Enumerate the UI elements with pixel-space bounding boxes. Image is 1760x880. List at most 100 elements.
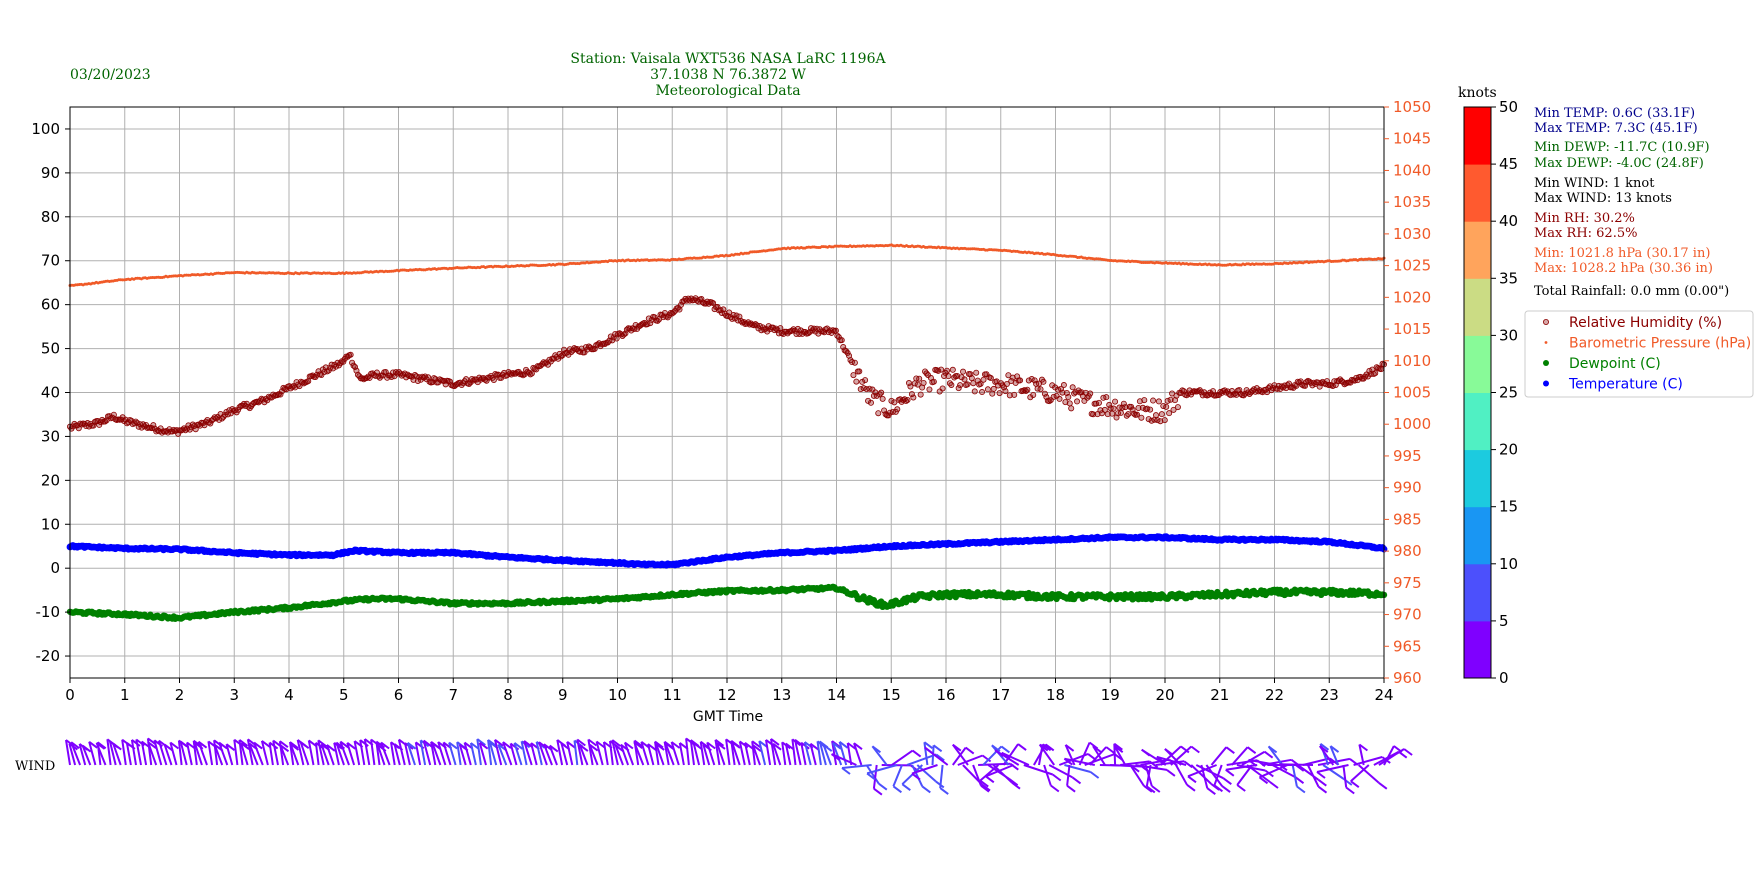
wind-barb-flag [1236, 784, 1246, 792]
data-point [908, 391, 915, 398]
right-tick-label: 965 [1393, 637, 1422, 655]
data-point [977, 380, 984, 387]
wind-barb-flag [1206, 787, 1216, 796]
data-point [1163, 403, 1170, 410]
wind-barb [872, 764, 878, 789]
colorbar-tick-label: 35 [1499, 269, 1518, 287]
data-point [490, 376, 497, 383]
data-point [1150, 397, 1157, 404]
data-point [1109, 410, 1116, 417]
wind-barb [1342, 764, 1348, 788]
stat-max-temp: Max TEMP: 7.3C (45.1F) [1534, 121, 1698, 136]
data-point [957, 382, 964, 389]
data-point [1161, 417, 1168, 424]
wind-label: WIND [15, 759, 55, 774]
stat-min-dewp: Min DEWP: -11.7C (10.9F) [1534, 140, 1710, 155]
colorbar-tick-label: 25 [1499, 384, 1518, 402]
data-point [1138, 414, 1145, 421]
x-tick-label: 8 [503, 686, 513, 704]
data-point [277, 391, 284, 398]
wind-barb [939, 764, 944, 789]
right-tick-label: 1050 [1393, 98, 1431, 116]
wind-barb-flag [911, 749, 922, 758]
left-tick-label: -10 [36, 603, 61, 621]
data-point [1011, 391, 1018, 398]
wind-barb-flag [1296, 785, 1306, 794]
data-point [990, 385, 997, 392]
wind-barb-flag [1317, 778, 1327, 787]
data-point [349, 359, 356, 366]
x-tick-label: 18 [1046, 686, 1065, 704]
data-point [74, 422, 81, 429]
data-point [156, 428, 163, 435]
right-tick-label: 1005 [1393, 384, 1431, 402]
wind-barb-flag [1317, 785, 1328, 794]
legend-label: Barometric Pressure (hPa) [1569, 336, 1751, 352]
data-point [647, 320, 654, 327]
colorbar-tick-label: 10 [1499, 555, 1518, 573]
wind-barb-flag [1403, 748, 1413, 756]
data-point [1106, 401, 1113, 408]
data-point [1101, 406, 1108, 413]
data-point [920, 379, 927, 386]
right-tick-label: 1030 [1393, 225, 1431, 243]
wind-barb-flag [1186, 783, 1196, 792]
wind-barb-flag [965, 746, 975, 755]
data-point [1005, 372, 1012, 379]
data-point [1025, 377, 1032, 384]
wind-barb-flag [1017, 743, 1027, 751]
data-point [1166, 410, 1173, 417]
data-point [853, 378, 860, 385]
wind-barb-flag [1263, 750, 1274, 759]
right-tick-label: 980 [1393, 542, 1422, 560]
wind-barb-flag [1071, 776, 1082, 785]
wind-barb [1175, 764, 1188, 786]
colorbar-segment [1464, 278, 1491, 336]
wind-barb [121, 739, 127, 766]
colorbar-segment [1464, 392, 1491, 451]
data-point [964, 381, 971, 388]
data-point [1125, 411, 1132, 418]
data-point [851, 359, 858, 366]
wind-barbs [65, 737, 1413, 796]
data-point [891, 399, 898, 406]
legend-label: Relative Humidity (%) [1569, 315, 1722, 331]
colorbar-tick-label: 0 [1499, 669, 1509, 687]
data-point [879, 395, 886, 402]
wind-barb [1278, 763, 1314, 766]
colorbar-segment [1464, 107, 1491, 165]
data-point [150, 422, 157, 429]
wind-barb-flag [1166, 769, 1176, 777]
data-point [930, 378, 937, 385]
station-coords: 37.1038 N 76.3872 W [650, 67, 806, 83]
stat-min-temp: Min TEMP: 0.6C (33.1F) [1534, 106, 1695, 121]
data-point [907, 383, 914, 390]
data-point [914, 381, 921, 388]
stat-max-rh: Max RH: 62.5% [1534, 226, 1637, 241]
x-tick-label: 2 [175, 686, 185, 704]
data-point [1056, 395, 1063, 402]
stat-min-wind: Min WIND: 1 knot [1534, 176, 1655, 191]
data-point [1157, 418, 1164, 425]
colorbar-tick-label: 20 [1499, 441, 1518, 459]
wind-barb-flag [1225, 746, 1235, 755]
data-point [1158, 411, 1165, 418]
right-tick-label: 1035 [1393, 193, 1431, 211]
wind-barb-flag [892, 785, 903, 794]
left-tick-label: 90 [41, 164, 60, 182]
data-point [980, 376, 987, 383]
data-point [1087, 390, 1094, 397]
right-tick-label: 985 [1393, 510, 1422, 528]
x-tick-label: 12 [717, 686, 736, 704]
chart-subtitle: Meteorological Data [655, 83, 800, 99]
data-point [862, 377, 869, 384]
wind-barb [1066, 764, 1071, 786]
wind-barb-flag [939, 787, 949, 795]
data-point [954, 372, 961, 379]
data-point [261, 399, 268, 406]
wind-barb-flag [878, 782, 888, 791]
left-axis: -20 -10 0 10 20 30 40 50 60 70 80 90 100 [31, 120, 70, 665]
data-point [949, 366, 956, 373]
data-point [1117, 409, 1124, 416]
right-tick-label: 1000 [1393, 415, 1431, 433]
